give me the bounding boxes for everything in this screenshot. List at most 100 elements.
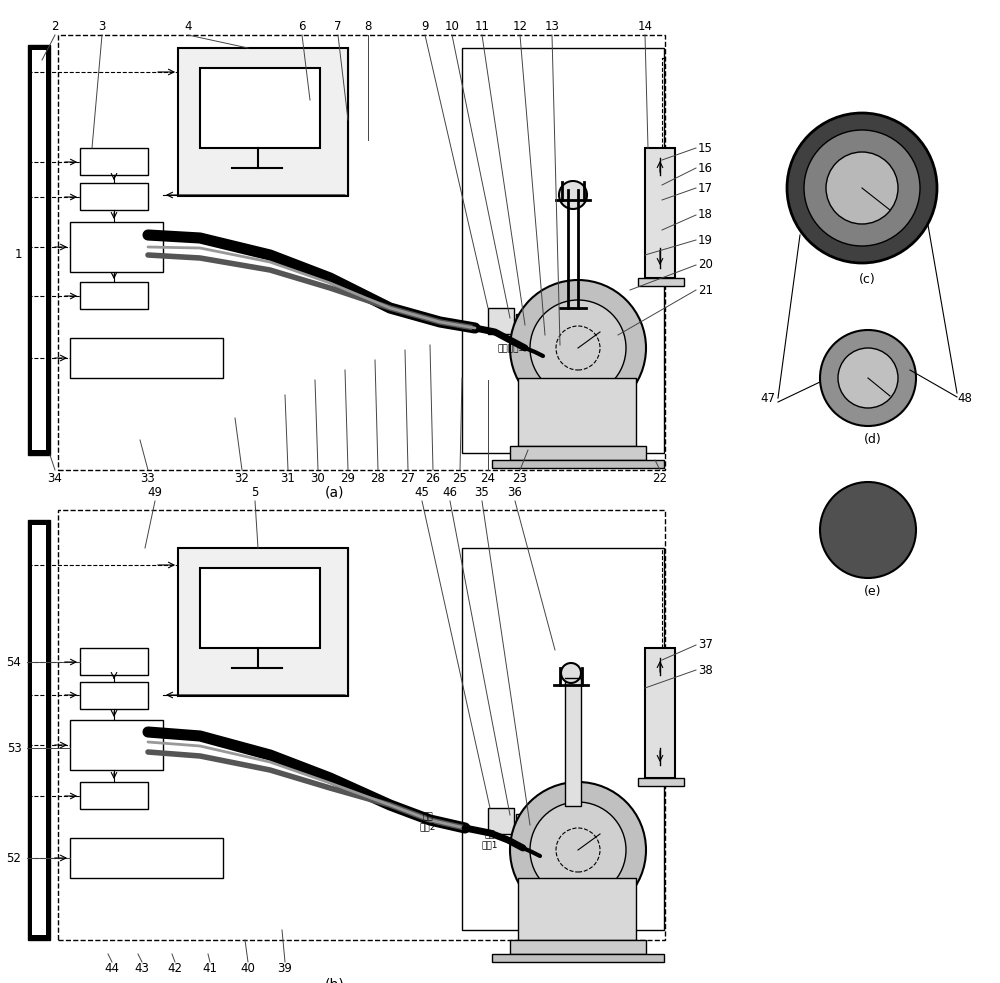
Bar [518,378,636,446]
Text: 31: 31 [281,472,295,485]
Circle shape [559,181,587,209]
Bar [178,48,348,196]
Text: (c): (c) [859,273,875,286]
Bar [200,568,320,648]
Circle shape [530,300,626,396]
Bar [80,682,148,709]
Bar [516,814,534,828]
Bar [70,338,223,378]
Bar [80,148,148,175]
Circle shape [787,113,937,263]
Text: 36: 36 [508,487,522,499]
Bar [32,525,46,935]
Text: 29: 29 [340,472,356,485]
Text: (d): (d) [864,434,882,446]
Text: 30: 30 [311,472,325,485]
Text: 41: 41 [202,961,218,974]
Text: 4: 4 [184,21,192,33]
Text: 26: 26 [426,472,440,485]
Text: 22: 22 [652,472,668,485]
Bar [510,446,646,460]
Text: 33: 33 [141,472,155,485]
Bar [645,148,675,278]
Text: 42: 42 [168,961,182,974]
Text: 12: 12 [512,21,528,33]
Circle shape [804,130,920,246]
Text: 3: 3 [98,21,106,33]
Bar [462,548,664,930]
Text: 1: 1 [14,249,22,261]
Text: 54: 54 [7,656,21,668]
Bar [58,35,665,470]
Text: 6: 6 [298,21,306,33]
Bar [492,954,664,962]
Bar [516,314,534,328]
Text: 10: 10 [445,21,459,33]
Text: (b): (b) [325,978,345,983]
Bar [28,45,50,455]
Bar [492,460,664,468]
Text: 光纤
剖面2: 光纤 剖面2 [420,812,436,832]
Circle shape [826,152,898,224]
Text: 45: 45 [415,487,429,499]
Text: 25: 25 [453,472,467,485]
Text: 光纤剖面3: 光纤剖面3 [498,343,525,353]
Text: 40: 40 [241,961,255,974]
Bar [645,648,675,778]
Text: 7: 7 [334,21,342,33]
Text: (e): (e) [864,586,882,599]
Text: 光纤
剖面1: 光纤 剖面1 [482,831,498,849]
Circle shape [510,782,646,918]
Text: 13: 13 [545,21,559,33]
Circle shape [530,802,626,898]
Bar [178,548,348,696]
Text: (a): (a) [325,486,345,500]
Text: 52: 52 [7,851,21,864]
Bar [58,510,665,940]
Text: 47: 47 [761,391,776,404]
Bar [80,282,148,309]
Text: 28: 28 [371,472,385,485]
Text: 16: 16 [698,161,713,175]
Text: 37: 37 [698,639,713,652]
Bar [462,48,664,453]
Text: 49: 49 [148,487,162,499]
Circle shape [561,663,581,683]
Text: 24: 24 [480,472,496,485]
Bar [80,782,148,809]
Circle shape [838,348,898,408]
Text: 38: 38 [698,664,713,676]
Bar [638,278,684,286]
Text: 23: 23 [513,472,527,485]
Bar [565,678,581,806]
Circle shape [820,330,916,426]
Text: 46: 46 [442,487,458,499]
Text: 27: 27 [400,472,416,485]
Bar [70,838,223,878]
Text: 8: 8 [364,21,372,33]
Text: 2: 2 [51,21,59,33]
Text: 11: 11 [475,21,490,33]
Text: 20: 20 [698,259,713,271]
Bar [32,50,46,450]
Bar [200,68,320,148]
Text: 43: 43 [135,961,149,974]
Bar [510,940,646,954]
Bar [80,183,148,210]
Text: 48: 48 [958,391,972,404]
Text: 32: 32 [235,472,249,485]
Text: 21: 21 [698,283,713,297]
Circle shape [510,280,646,416]
Bar [70,222,163,272]
Text: 19: 19 [698,234,713,247]
Text: 9: 9 [421,21,429,33]
Bar [488,308,514,334]
Text: 15: 15 [698,142,713,154]
Text: 39: 39 [278,961,292,974]
Text: 35: 35 [475,487,489,499]
Bar [638,778,684,786]
Text: 5: 5 [251,487,259,499]
Text: 44: 44 [104,961,120,974]
Circle shape [820,482,916,578]
Text: 34: 34 [48,472,62,485]
